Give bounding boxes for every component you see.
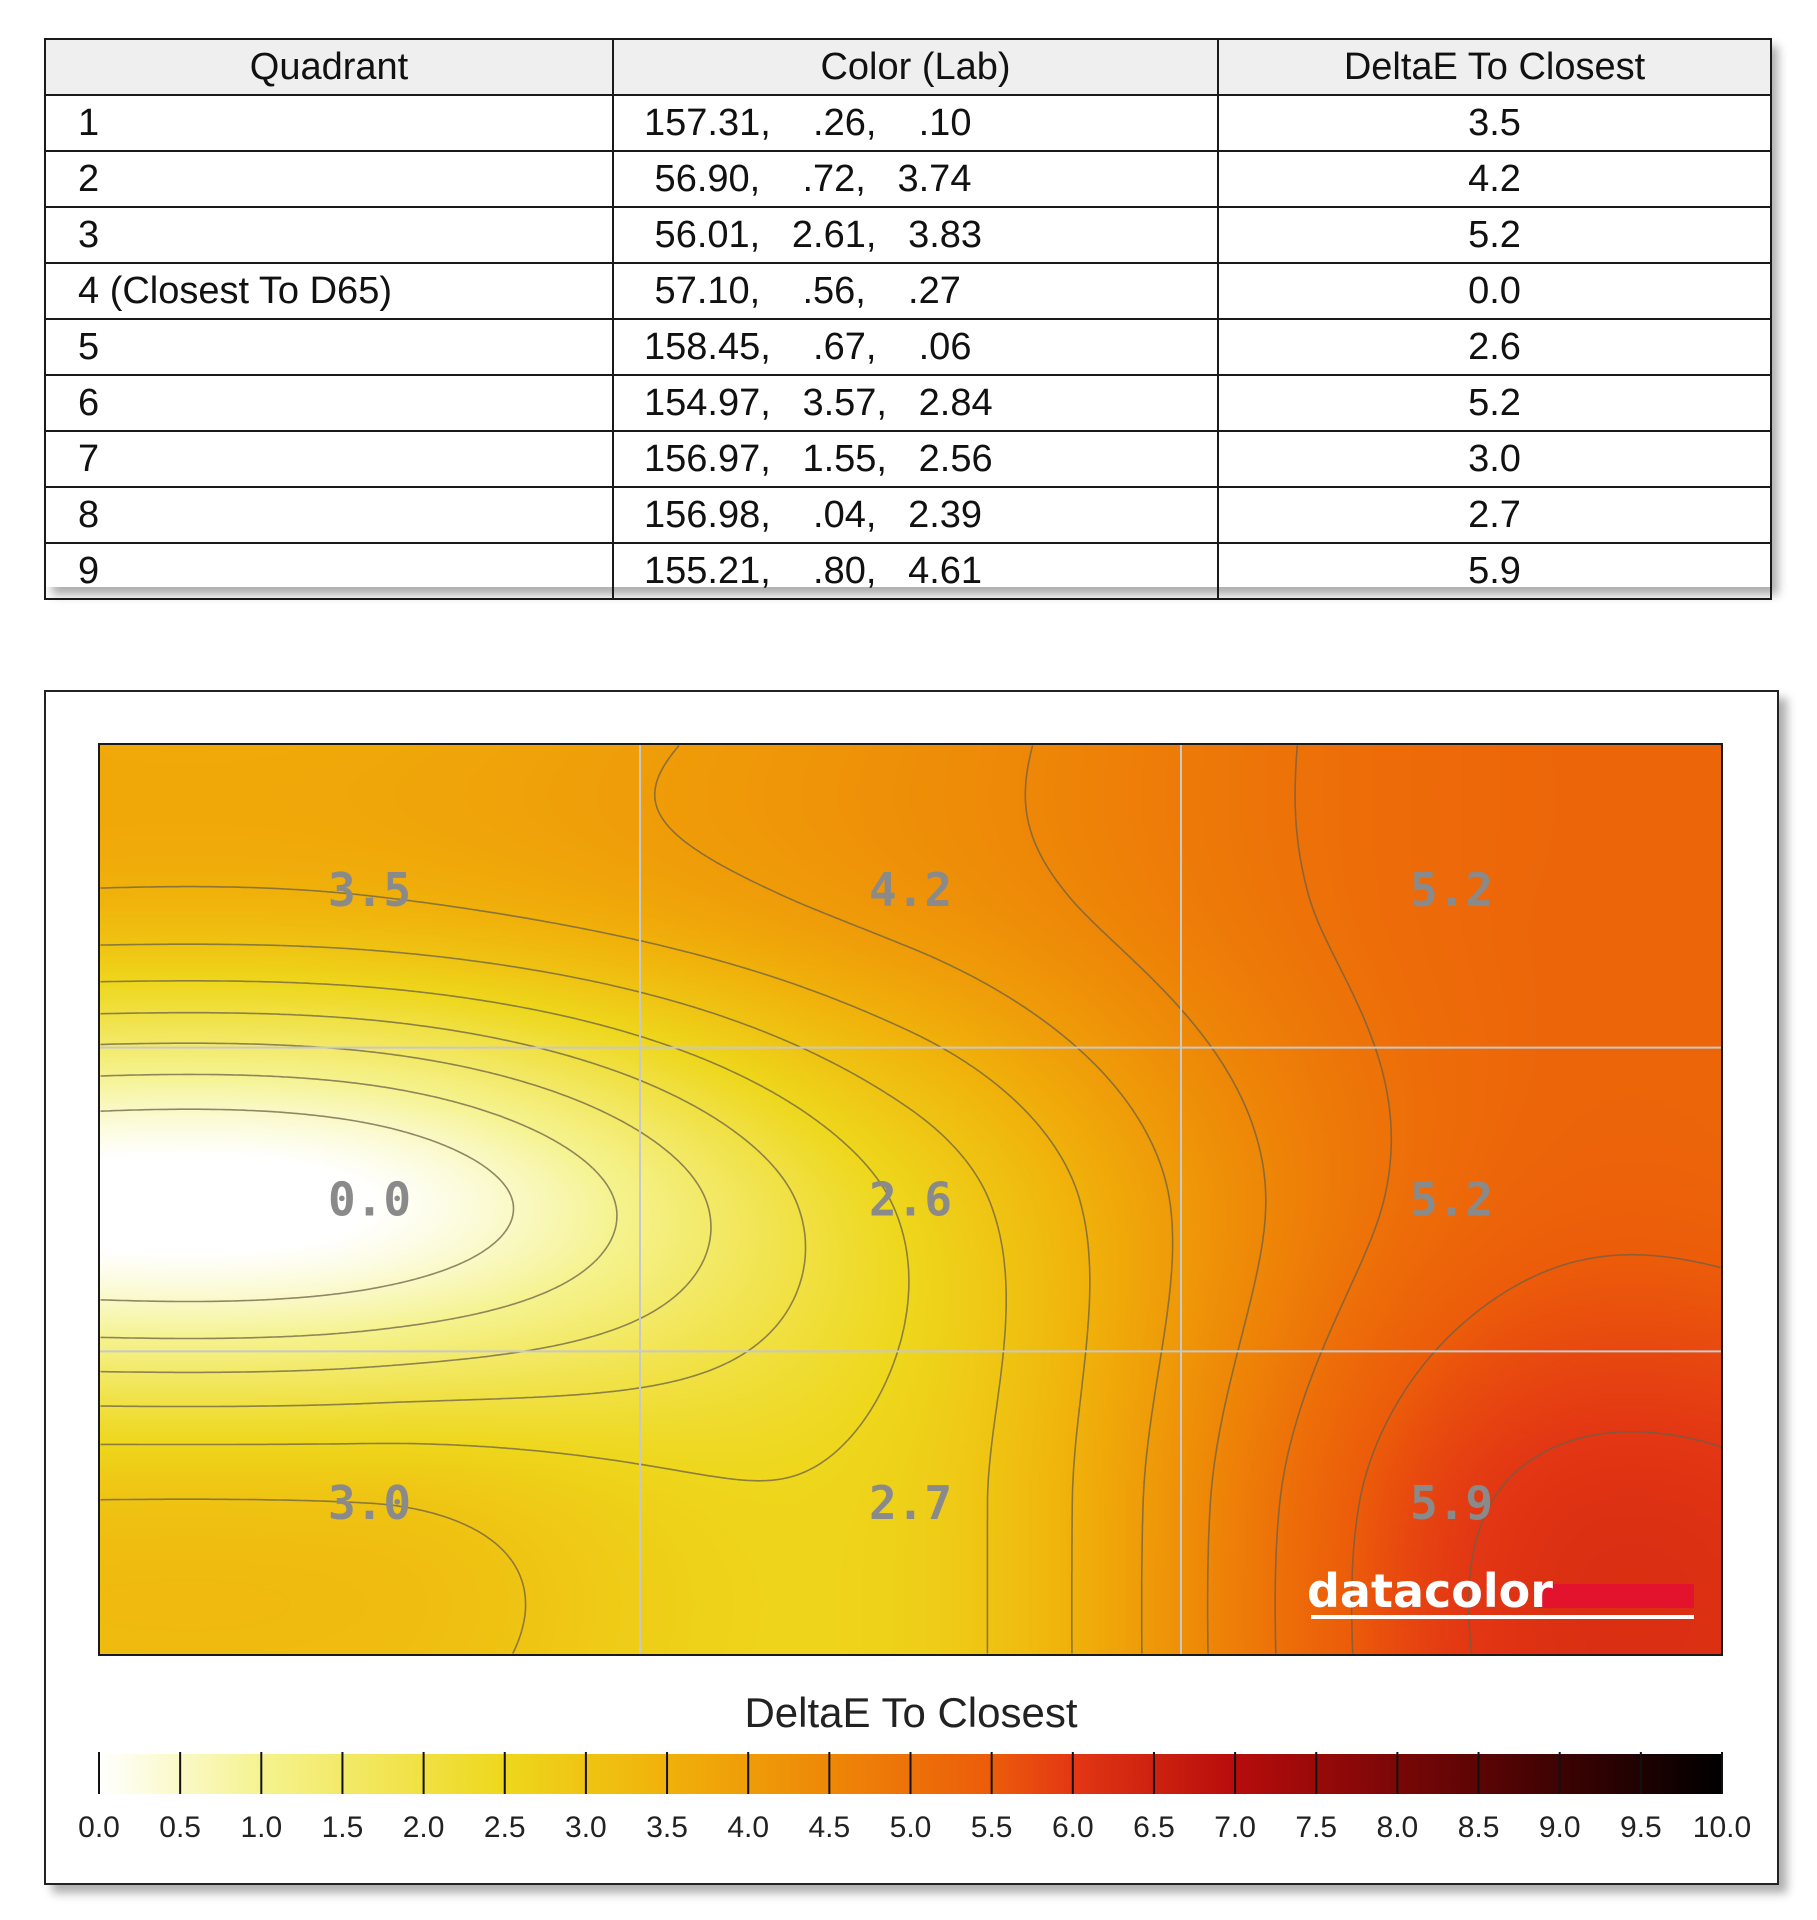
uniformity-chart-panel: 3.5 4.2 5.2 0.0 2.6 5.2 3.0 2.7 5.9 datacolor Delt… xyxy=(44,690,1779,1885)
table-row: 4 (Closest To D65) 57.10, .56, .27 0.0 xyxy=(44,262,1772,320)
scale-tick-label: 10.0 xyxy=(1693,1811,1751,1844)
quadrant-cell: 4 (Closest To D65) xyxy=(44,262,614,320)
color-lab-cell: 158.45, .67, .06 xyxy=(612,318,1219,376)
table-row: 6 154.97, 3.57, 2.84 5.2 xyxy=(44,374,1772,432)
quadrant-cell: 7 xyxy=(44,430,614,488)
column-header-quadrant: Quadrant xyxy=(44,38,614,96)
contour-line xyxy=(100,943,1007,1654)
scale-tick-label: 3.0 xyxy=(565,1811,607,1844)
quadrant-grid xyxy=(99,744,1722,1655)
color-lab-cell: 155.21, .80, 4.61 xyxy=(612,542,1219,600)
table-row: 1 157.31, .26, .10 3.5 xyxy=(44,94,1772,152)
deltae-cell: 3.5 xyxy=(1217,94,1772,152)
scale-tick-label: 7.0 xyxy=(1214,1811,1256,1844)
uniformity-heatmap-chart: 3.5 4.2 5.2 0.0 2.6 5.2 3.0 2.7 5.9 datacolor Delt… xyxy=(78,743,1751,1844)
color-lab-cell: 56.01, 2.61, 3.83 xyxy=(612,206,1219,264)
table-row: 9 155.21, .80, 4.61 5.9 xyxy=(44,542,1772,600)
scale-tick-label: 9.5 xyxy=(1620,1811,1662,1844)
scale-tick-label: 5.5 xyxy=(971,1811,1013,1844)
scale-tick-label: 1.5 xyxy=(322,1811,364,1844)
scale-tick-label: 2.0 xyxy=(403,1811,445,1844)
scale-tick-label: 6.0 xyxy=(1052,1811,1094,1844)
deltae-cell: 4.2 xyxy=(1217,150,1772,208)
quadrant-cell: 8 xyxy=(44,486,614,544)
quadrant-cell: 5 xyxy=(44,318,614,376)
quadrant-value-label: 2.7 xyxy=(869,1476,952,1530)
scale-tick-label: 7.5 xyxy=(1295,1811,1337,1844)
table-row: 3 56.01, 2.61, 3.83 5.2 xyxy=(44,206,1772,264)
deltae-cell: 0.0 xyxy=(1217,262,1772,320)
scale-tick-label: 8.0 xyxy=(1377,1811,1419,1844)
color-lab-cell: 154.97, 3.57, 2.84 xyxy=(612,374,1219,432)
table-row: 7 156.97, 1.55, 2.56 3.0 xyxy=(44,430,1772,488)
table-header-row: Quadrant Color (Lab) DeltaE To Closest xyxy=(44,38,1772,96)
color-lab-cell: 157.31, .26, .10 xyxy=(612,94,1219,152)
deltae-cell: 5.2 xyxy=(1217,206,1772,264)
column-header-deltae: DeltaE To Closest xyxy=(1217,38,1772,96)
quadrant-cell: 1 xyxy=(44,94,614,152)
scale-tick-label: 5.0 xyxy=(890,1811,932,1844)
quadrant-value-label: 0.0 xyxy=(328,1173,411,1227)
color-scale-title: DeltaE To Closest xyxy=(744,1689,1077,1736)
contour-line xyxy=(100,1042,712,1374)
datacolor-logo: datacolor xyxy=(1307,1564,1553,1618)
quadrant-cell: 9 xyxy=(44,542,614,600)
scale-tick-label: 0.0 xyxy=(78,1811,120,1844)
contour-line xyxy=(1274,745,1393,1654)
scale-tick-label: 8.5 xyxy=(1458,1811,1500,1844)
quadrant-value-label: 2.6 xyxy=(869,1173,952,1227)
brand-underline xyxy=(1311,1615,1694,1619)
scale-tick-label: 4.0 xyxy=(727,1811,769,1844)
contour-lines xyxy=(100,744,1721,1654)
scale-tick-label: 0.5 xyxy=(159,1811,201,1844)
contour-line xyxy=(1024,745,1267,1654)
contour-line xyxy=(100,980,910,1482)
color-scale-ticks: 0.0 0.5 1.0 1.5 2.0 2.5 3.0 3.5 4.0 4.5 5.0 5.5 6.0 6… xyxy=(78,1752,1751,1844)
color-lab-cell: 56.90, .72, 3.74 xyxy=(612,150,1219,208)
deltae-data-table: Quadrant Color (Lab) DeltaE To Closest 1… xyxy=(44,38,1772,600)
table-row: 8 156.98, .04, 2.39 2.7 xyxy=(44,486,1772,544)
contour-line xyxy=(1350,1253,1721,1654)
contour-line xyxy=(100,1108,515,1303)
table-row: 2 56.90, .72, 3.74 4.2 xyxy=(44,150,1772,208)
deltae-cell: 2.7 xyxy=(1217,486,1772,544)
scale-tick-label: 3.5 xyxy=(646,1811,688,1844)
deltae-table: Quadrant Color (Lab) DeltaE To Closest 1… xyxy=(44,38,1772,600)
deltae-cell: 5.2 xyxy=(1217,374,1772,432)
plot-border xyxy=(98,743,1723,1656)
color-lab-cell: 156.98, .04, 2.39 xyxy=(612,486,1219,544)
brand-accent-bar xyxy=(1539,1584,1694,1608)
deltae-cell: 3.0 xyxy=(1217,430,1772,488)
table-row: 5 158.45, .67, .06 2.6 xyxy=(44,318,1772,376)
contour-line xyxy=(100,1011,807,1408)
color-lab-cell: 57.10, .56, .27 xyxy=(612,262,1219,320)
scale-tick-label: 9.0 xyxy=(1539,1811,1581,1844)
quadrant-value-label: 5.2 xyxy=(1410,863,1493,917)
scale-tick-label: 4.5 xyxy=(808,1811,850,1844)
scale-tick-label: 2.5 xyxy=(484,1811,526,1844)
quadrant-value-label: 3.0 xyxy=(328,1476,411,1530)
scale-tick-label: 6.5 xyxy=(1133,1811,1175,1844)
quadrant-cell: 3 xyxy=(44,206,614,264)
contour-line xyxy=(654,744,1174,1654)
quadrant-cell: 6 xyxy=(44,374,614,432)
quadrant-value-label: 5.2 xyxy=(1410,1173,1493,1227)
contour-line xyxy=(1467,1431,1721,1654)
scale-tick-label: 1.0 xyxy=(240,1811,282,1844)
quadrant-value-label: 5.9 xyxy=(1410,1476,1493,1530)
deltae-cell: 2.6 xyxy=(1217,318,1772,376)
contour-line xyxy=(100,1073,618,1340)
deltae-cell: 5.9 xyxy=(1217,542,1772,600)
column-header-color-lab: Color (Lab) xyxy=(612,38,1219,96)
quadrant-value-label: 4.2 xyxy=(869,863,952,917)
quadrant-cell: 2 xyxy=(44,150,614,208)
color-lab-cell: 156.97, 1.55, 2.56 xyxy=(612,430,1219,488)
quadrant-value-label: 3.5 xyxy=(328,863,411,917)
table-body: 1 157.31, .26, .10 3.5 2 56.90, .72, 3.74 4.… xyxy=(44,94,1772,600)
